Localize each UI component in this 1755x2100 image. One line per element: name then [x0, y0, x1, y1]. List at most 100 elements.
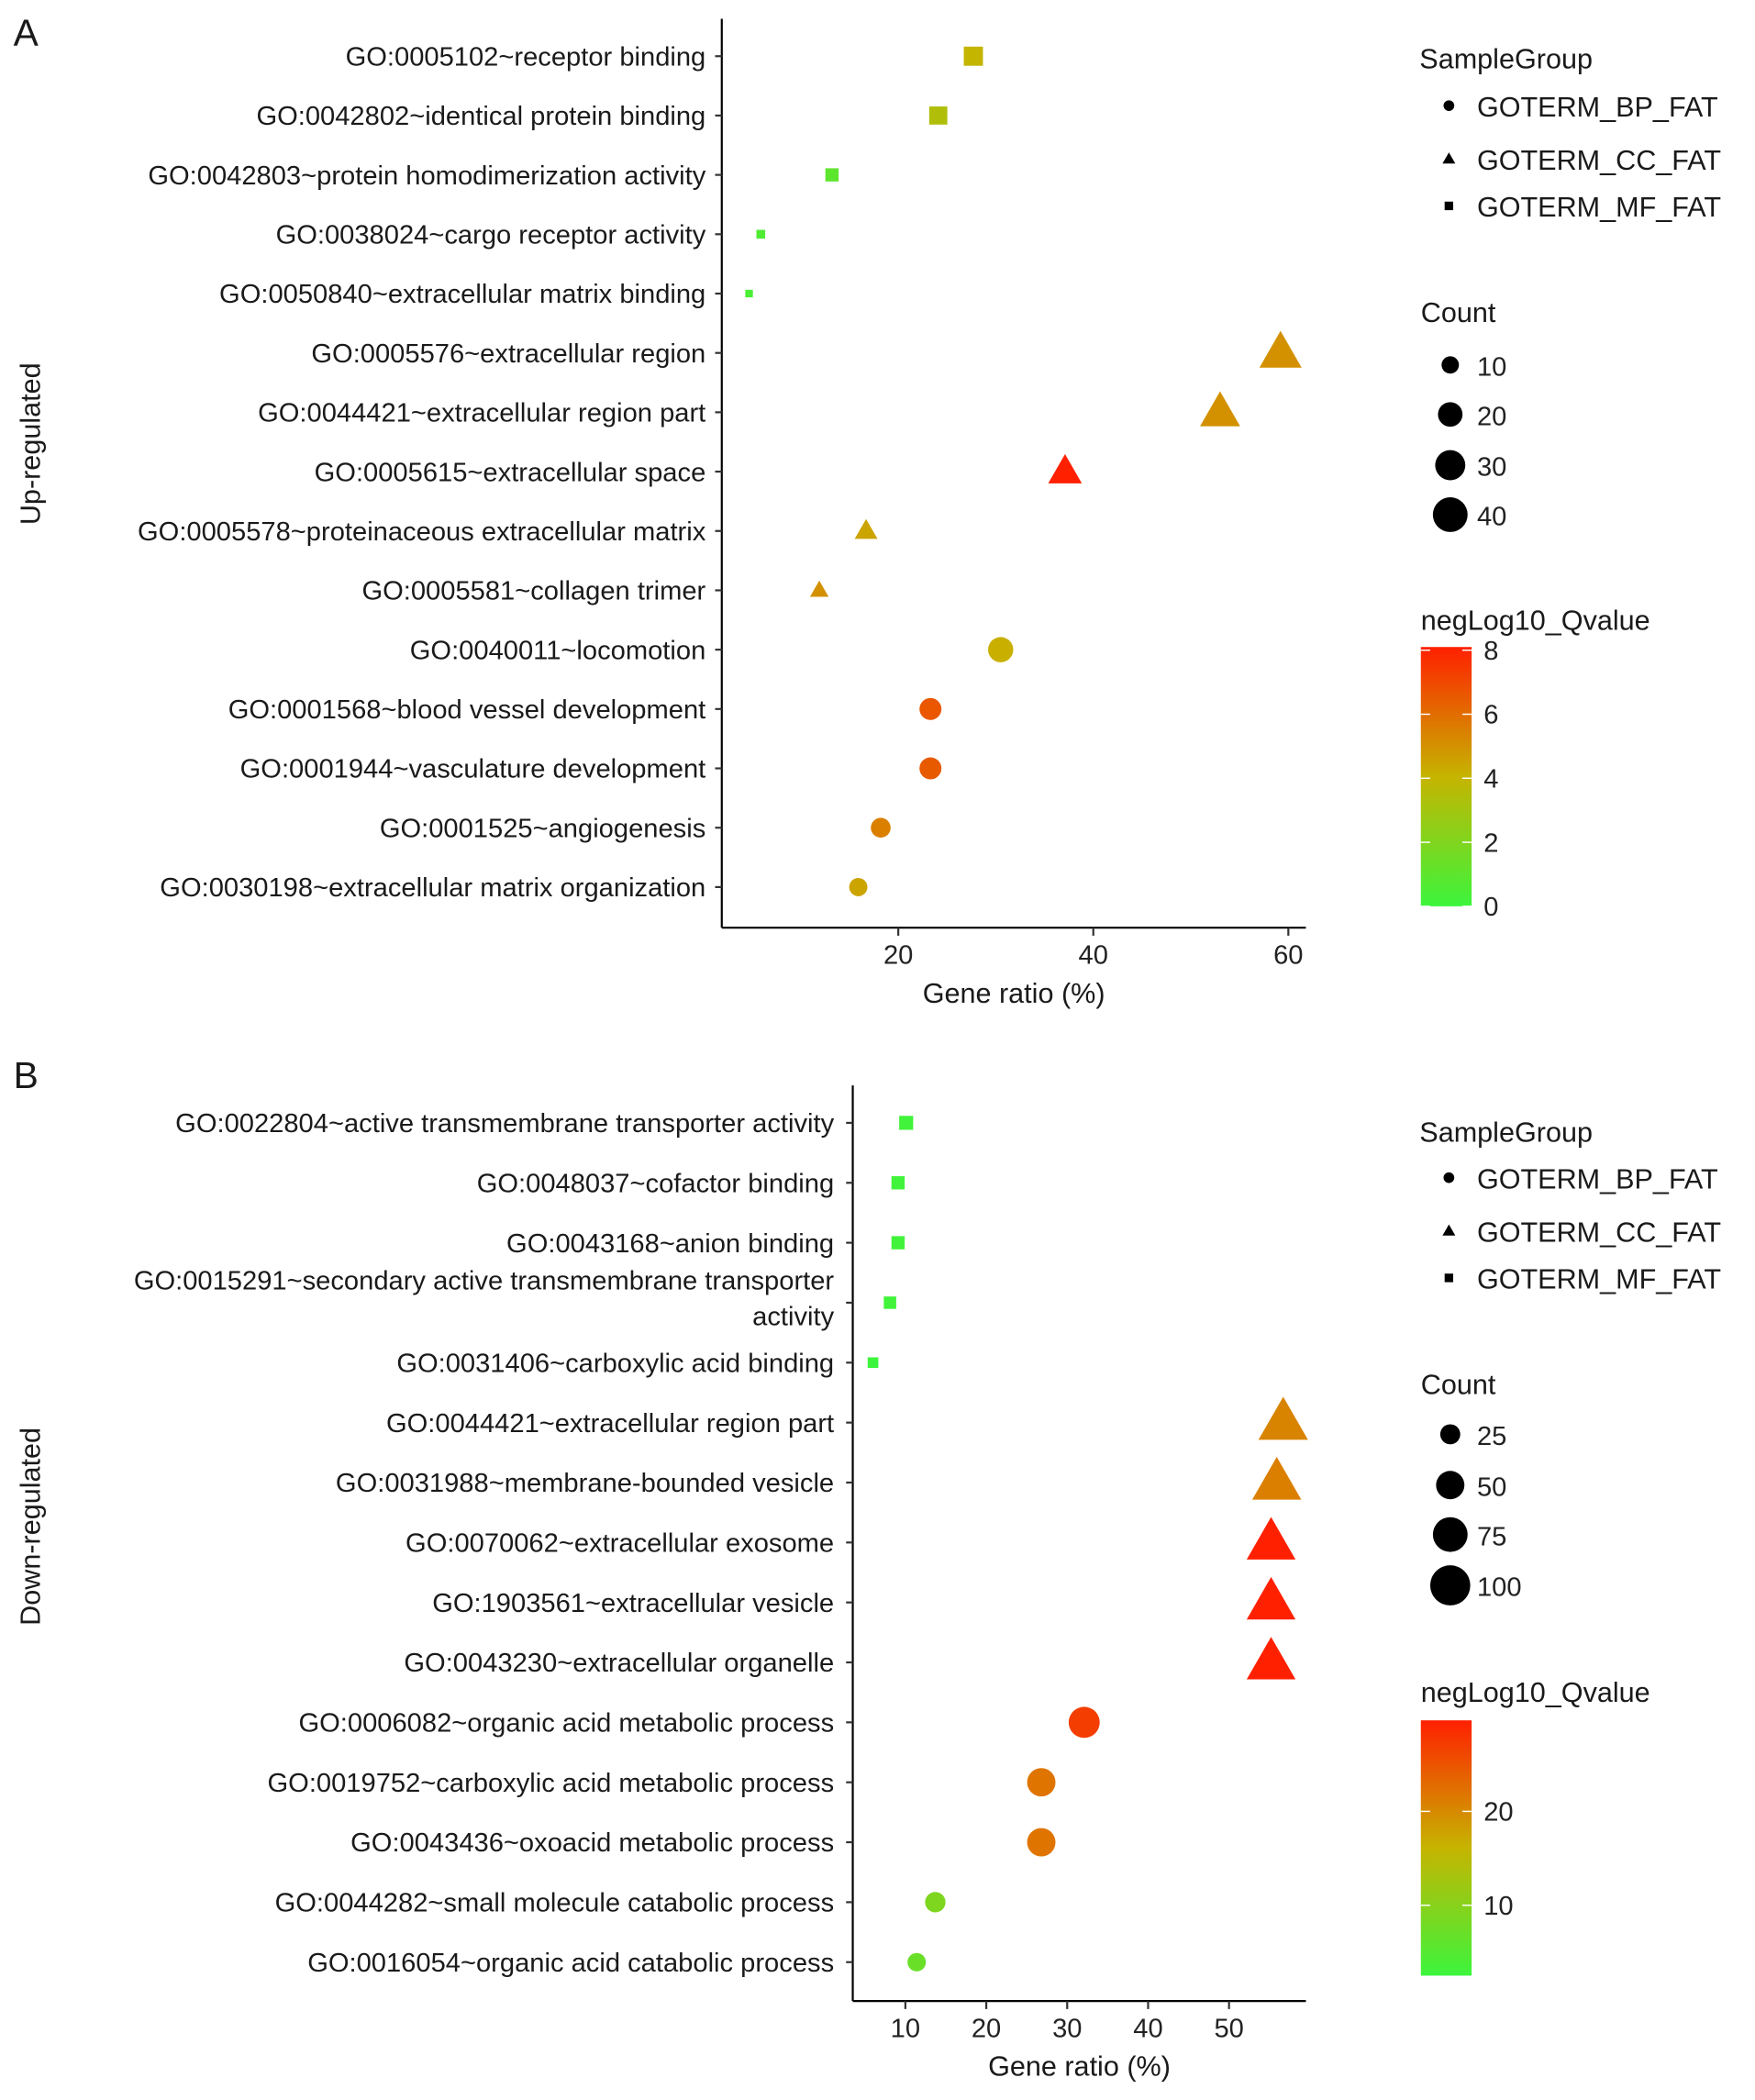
y-tick-label: GO:0022804~active transmembrane transpor…: [175, 1109, 834, 1139]
x-axis-title: Gene ratio (%): [988, 2051, 1171, 2083]
data-point: [1246, 1517, 1296, 1560]
x-tick-label: 50: [1214, 2014, 1243, 2043]
size-legend-label: 20: [1477, 402, 1506, 431]
data-point: [1027, 1768, 1056, 1797]
circle-icon: [1443, 100, 1455, 111]
circle-icon: [1443, 1172, 1455, 1183]
colorbar: [1420, 647, 1472, 906]
y-axis-title: Down-regulated: [16, 1428, 47, 1626]
y-axis-title: Up-regulated: [16, 362, 47, 525]
y-tick-label: GO:0042803~protein homodimerization acti…: [148, 161, 705, 191]
size-legend-label: 10: [1477, 352, 1506, 382]
size-legend-circle: [1429, 1565, 1471, 1606]
data-point: [1259, 330, 1302, 368]
square-icon: [1444, 201, 1454, 211]
y-tick-label: GO:0005102~receptor binding: [346, 42, 706, 72]
data-point: [849, 877, 868, 896]
data-point: [988, 637, 1014, 662]
data-point: [809, 580, 829, 597]
panel-label: A: [14, 12, 39, 54]
shape-legend-title: SampleGroup: [1419, 43, 1593, 74]
colorbar-label: 4: [1483, 764, 1498, 794]
data-point: [745, 289, 753, 298]
legend: SampleGroup GOTERM_BP_FAT GOTERM_CC_FAT GOT…: [1419, 1117, 1721, 1976]
data-point: [919, 757, 942, 780]
data-point: [883, 1296, 896, 1309]
size-legend-circle: [1432, 1517, 1468, 1552]
shape-legend-label: GOTERM_BP_FAT: [1477, 92, 1718, 123]
y-tick-label: GO:0015291~secondary active transmembran…: [134, 1266, 835, 1331]
size-legend-label: 25: [1477, 1422, 1506, 1451]
y-tick-label: GO:1903561~extracellular vesicle: [432, 1589, 834, 1618]
colorbar-label: 10: [1483, 1892, 1513, 1921]
y-tick-label: GO:0043436~oxoacid metabolic process: [350, 1828, 834, 1858]
y-tick-label: GO:0006082~organic acid metabolic proces…: [298, 1709, 834, 1739]
colorbar: [1420, 1720, 1472, 1976]
size-legend-label: 75: [1477, 1522, 1506, 1551]
y-tick-label: GO:0019752~carboxylic acid metabolic pro…: [268, 1769, 835, 1798]
data-point: [1068, 1706, 1100, 1739]
panel-label: B: [14, 1054, 39, 1096]
data-point: [1258, 1396, 1308, 1440]
data-point: [891, 1176, 905, 1190]
x-tick-label: 10: [891, 2014, 920, 2043]
size-legend-title: Count: [1421, 1370, 1496, 1401]
shape-legend-label: GOTERM_BP_FAT: [1477, 1163, 1718, 1194]
size-legend-circle: [1435, 450, 1466, 481]
y-tick-label: GO:0044282~small molecule catabolic proc…: [275, 1889, 835, 1918]
size-legend-circle: [1438, 402, 1463, 428]
data-point: [867, 1357, 879, 1369]
triangle-icon: [1442, 152, 1456, 164]
y-tick-label: GO:0005581~collagen trimer: [361, 577, 705, 606]
data-point: [1200, 391, 1240, 427]
y-tick-label: GO:0030198~extracellular matrix organiza…: [160, 873, 705, 903]
color-legend-title: negLog10_Qvalue: [1421, 1677, 1650, 1708]
y-tick-label: GO:0005578~proteinaceous extracellular m…: [138, 517, 706, 547]
colorbar-label: 20: [1483, 1798, 1513, 1828]
size-legend-title: Count: [1421, 297, 1496, 328]
x-tick-label: 20: [883, 941, 913, 971]
y-tick-label: GO:0001568~blood vessel development: [228, 695, 706, 725]
x-axis-title: Gene ratio (%): [923, 978, 1105, 1009]
data-point: [1246, 1637, 1296, 1680]
y-tick-label: GO:0044421~extracellular region part: [258, 399, 705, 428]
data-point: [1048, 453, 1083, 483]
size-legend-label: 100: [1477, 1573, 1522, 1603]
data-point: [1251, 1457, 1302, 1500]
data-point: [963, 46, 983, 66]
x-tick-label: 30: [1052, 2014, 1082, 2043]
data-point: [928, 106, 948, 125]
colorbar-label: 8: [1483, 637, 1498, 666]
y-tick-label: GO:0005615~extracellular space: [315, 458, 706, 487]
size-legend-label: 30: [1477, 453, 1506, 483]
colorbar-label: 6: [1483, 701, 1498, 730]
data-point: [907, 1952, 927, 1972]
y-tick-label: GO:0001944~vasculature development: [240, 755, 706, 784]
shape-legend-title: SampleGroup: [1419, 1117, 1593, 1148]
y-tick-label: GO:0040011~locomotion: [410, 636, 705, 665]
data-point: [891, 1236, 905, 1250]
shape-legend-label: GOTERM_MF_FAT: [1477, 1264, 1721, 1295]
y-tick-label: GO:0048037~cofactor binding: [477, 1169, 834, 1198]
x-tick-label: 40: [1079, 941, 1108, 971]
color-legend-title: negLog10_Qvalue: [1421, 605, 1650, 636]
size-legend-label: 50: [1477, 1472, 1506, 1502]
data-point: [1246, 1576, 1296, 1620]
y-tick-label: GO:0016054~organic acid catabolic proces…: [307, 1949, 834, 1978]
data-point: [919, 697, 942, 720]
y-tick-label: GO:0050840~extracellular matrix binding: [219, 280, 705, 309]
panel-b: B Down-regulated 10 20 30 40 50 Gene ratio (%) G…: [14, 1054, 1722, 2083]
y-tick-label: GO:0005576~extracellular region: [311, 339, 705, 369]
size-legend-label: 40: [1477, 503, 1506, 532]
size-legend-circle: [1439, 1424, 1461, 1445]
x-tick-label: 40: [1133, 2014, 1162, 2043]
y-tick-label: GO:0031988~membrane-bounded vesicle: [336, 1469, 834, 1498]
data-point: [1027, 1828, 1056, 1857]
shape-legend-label: GOTERM_CC_FAT: [1477, 1217, 1721, 1249]
colorbar-label: 0: [1483, 893, 1498, 922]
data-point: [871, 817, 891, 839]
data-point: [756, 229, 766, 239]
y-tick-label: GO:0043230~extracellular organelle: [404, 1649, 834, 1678]
